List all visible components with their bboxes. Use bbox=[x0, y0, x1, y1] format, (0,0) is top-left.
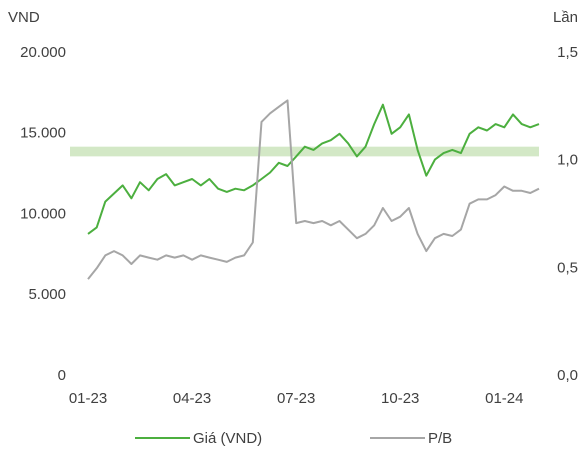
y-tick-label: 20.000 bbox=[20, 44, 66, 61]
y2-axis-label: Lần bbox=[553, 9, 578, 26]
y-tick-label: 15.000 bbox=[20, 125, 66, 142]
x-tick-label: 01-24 bbox=[485, 390, 523, 407]
series-line bbox=[87, 103, 540, 235]
x-tick-label: 07-23 bbox=[277, 390, 315, 407]
x-tick-label: 01-23 bbox=[69, 390, 107, 407]
y2-tick-label: 1,5 bbox=[557, 44, 578, 61]
y2-tick-label: 1,0 bbox=[557, 152, 578, 169]
y-axis-label: VND bbox=[8, 9, 40, 26]
y2-tick-label: 0,0 bbox=[557, 367, 578, 384]
highlight-band bbox=[70, 146, 539, 157]
y-tick-label: 10.000 bbox=[20, 205, 66, 222]
x-tick-label: 10-23 bbox=[381, 390, 419, 407]
y-tick-label: 5.000 bbox=[28, 286, 66, 303]
series-line bbox=[87, 99, 540, 280]
x-tick-label: 04-23 bbox=[173, 390, 211, 407]
legend-label: Giá (VND) bbox=[193, 430, 262, 447]
y-tick-label: 0 bbox=[58, 367, 66, 384]
y2-tick-label: 0,5 bbox=[557, 259, 578, 276]
legend-label: P/B bbox=[428, 430, 452, 447]
